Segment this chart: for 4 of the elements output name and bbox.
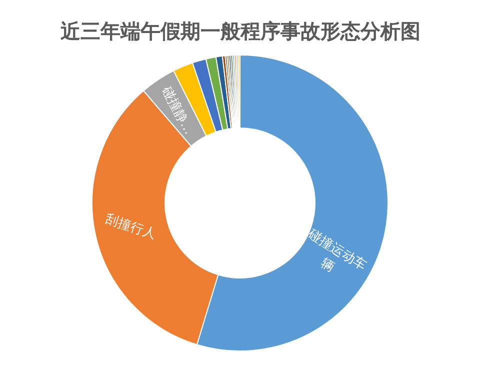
chart-title: 近三年端午假期一般程序事故形态分析图 (60, 19, 420, 43)
slice-label: 碰撞运动车辆 (304, 226, 369, 276)
slice-label: 碰撞静… (158, 83, 196, 138)
slice-label: 刮撞行人 (104, 212, 158, 242)
